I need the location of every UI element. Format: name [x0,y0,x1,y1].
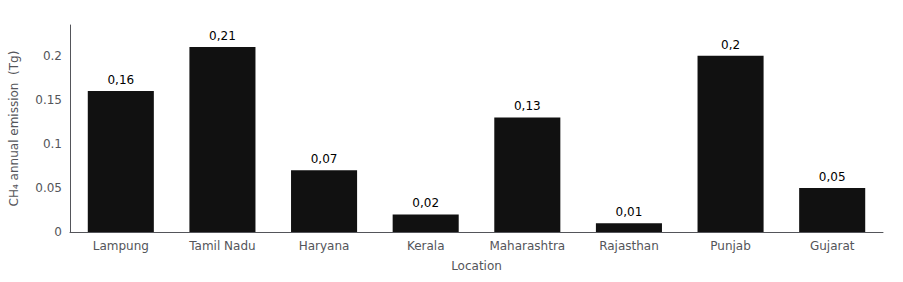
svg-text:0: 0 [54,225,62,239]
svg-text:0,21: 0,21 [209,29,236,43]
svg-text:Location: Location [451,259,502,273]
svg-text:0,2: 0,2 [721,38,740,52]
svg-text:0,16: 0,16 [107,73,134,87]
svg-text:0,01: 0,01 [616,205,643,219]
svg-text:Lampung: Lampung [93,239,149,253]
svg-text:0,07: 0,07 [311,152,338,166]
svg-text:Maharashtra: Maharashtra [489,239,565,253]
svg-text:Gujarat: Gujarat [810,239,855,253]
svg-text:0,13: 0,13 [514,99,541,113]
svg-text:Kerala: Kerala [407,239,445,253]
svg-text:0.2: 0.2 [43,49,62,63]
svg-text:Punjab: Punjab [710,239,751,253]
svg-text:Rajasthan: Rajasthan [599,239,659,253]
svg-text:Haryana: Haryana [299,239,350,253]
svg-text:0.05: 0.05 [35,181,62,195]
svg-text:0,05: 0,05 [819,170,846,184]
svg-text:Tamil Nadu: Tamil Nadu [188,239,255,253]
svg-text:0,02: 0,02 [412,196,439,210]
svg-text:0.15: 0.15 [35,93,62,107]
svg-text:0.1: 0.1 [43,137,62,151]
svg-text:CH₄ annual emission (Tg): CH₄ annual emission (Tg) [7,51,21,207]
